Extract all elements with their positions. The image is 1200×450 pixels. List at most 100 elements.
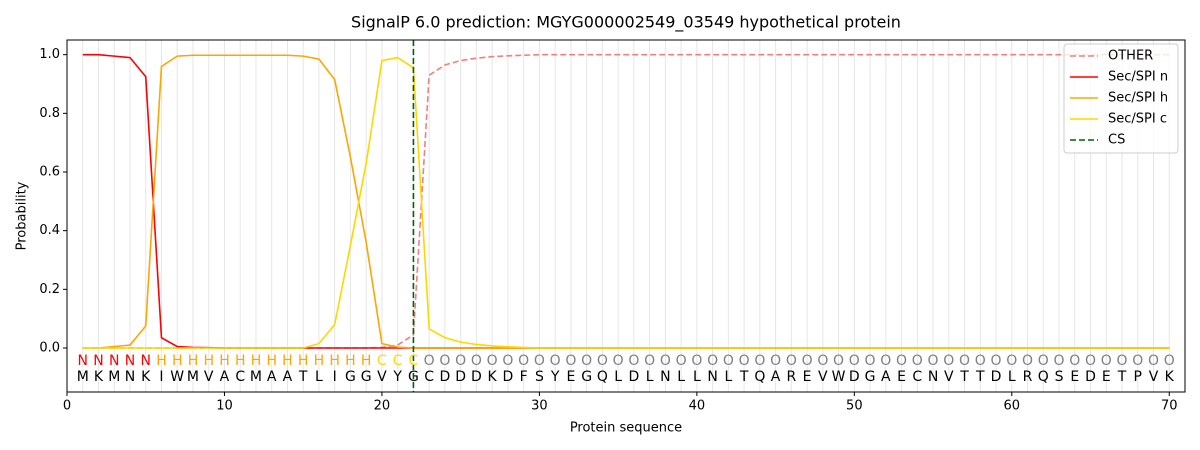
residue-label: D xyxy=(1085,369,1096,385)
residue-label: E xyxy=(803,369,812,385)
region-label: O xyxy=(833,353,844,369)
residue-label: K xyxy=(141,369,151,385)
residue-label: V xyxy=(377,369,387,385)
residue-label: E xyxy=(1102,369,1111,385)
residue-label: F xyxy=(520,369,528,385)
residue-label: M xyxy=(187,369,199,385)
region-label: O xyxy=(455,353,466,369)
residue-label: E xyxy=(897,369,906,385)
residue-label: K xyxy=(488,369,498,385)
region-label: O xyxy=(786,353,797,369)
residue-label: C xyxy=(912,369,922,385)
region-label: O xyxy=(991,353,1002,369)
residue-label: C xyxy=(424,369,434,385)
region-label: O xyxy=(487,353,498,369)
region-label: O xyxy=(943,353,954,369)
x-tick-label: 40 xyxy=(689,399,706,414)
region-label: O xyxy=(1038,353,1049,369)
residue-label: T xyxy=(298,369,308,385)
chart-title: SignalP 6.0 prediction: MGYG000002549_03… xyxy=(351,13,901,33)
region-label: O xyxy=(739,353,750,369)
y-tick-label: 0.6 xyxy=(39,165,60,180)
region-label: O xyxy=(707,353,718,369)
residue-label: I xyxy=(333,369,337,385)
residue-label: K xyxy=(94,369,104,385)
residue-label: D xyxy=(471,369,482,385)
region-label: H xyxy=(203,353,214,369)
residue-label: W xyxy=(832,369,846,385)
region-label: O xyxy=(770,353,781,369)
region-label: H xyxy=(156,353,167,369)
residue-label: G xyxy=(408,369,419,385)
residue-label: M xyxy=(77,369,89,385)
region-label: O xyxy=(802,353,813,369)
region-label: O xyxy=(1085,353,1096,369)
region-label: O xyxy=(660,353,671,369)
series-line xyxy=(82,53,1170,349)
region-label: N xyxy=(93,353,103,369)
region-label: O xyxy=(849,353,860,369)
region-label: H xyxy=(298,353,309,369)
x-axis-label: Protein sequence xyxy=(570,421,682,436)
region-label: H xyxy=(314,353,325,369)
legend-box xyxy=(1063,43,1179,154)
region-label: O xyxy=(424,353,435,369)
residue-label: V xyxy=(1149,369,1159,385)
region-label: H xyxy=(251,353,262,369)
y-tick-label: 0.4 xyxy=(39,223,60,238)
residue-label: N xyxy=(928,369,938,385)
x-tick-label: 60 xyxy=(1004,399,1021,414)
residue-label: N xyxy=(125,369,135,385)
region-label: O xyxy=(439,353,450,369)
region-label: O xyxy=(534,353,545,369)
region-label: N xyxy=(78,353,88,369)
residue-label: P xyxy=(1134,369,1142,385)
y-tick-label: 0.0 xyxy=(39,341,60,356)
residue-label: M xyxy=(108,369,120,385)
residue-label: L xyxy=(693,369,701,385)
region-label: O xyxy=(865,353,876,369)
y-tick-label: 0.8 xyxy=(39,106,60,121)
residue-label: S xyxy=(1055,369,1064,385)
y-tick-label: 1.0 xyxy=(39,47,60,62)
region-label: O xyxy=(1101,353,1112,369)
region-label: O xyxy=(471,353,482,369)
region-label: C xyxy=(377,353,387,369)
region-label: H xyxy=(282,353,293,369)
region-label: O xyxy=(581,353,592,369)
residue-label: G xyxy=(581,369,592,385)
residue-label: M xyxy=(250,369,262,385)
residue-label: G xyxy=(361,369,372,385)
region-label: O xyxy=(1164,353,1175,369)
region-label: H xyxy=(235,353,246,369)
region-label: O xyxy=(1148,353,1159,369)
residue-label: Y xyxy=(550,369,560,385)
region-label: O xyxy=(975,353,986,369)
residue-label: A xyxy=(283,369,293,385)
region-label: O xyxy=(1132,353,1143,369)
region-label: H xyxy=(172,353,183,369)
region-label: O xyxy=(565,353,576,369)
residue-label: D xyxy=(503,369,514,385)
region-label: H xyxy=(345,353,356,369)
residue-label: A xyxy=(771,369,781,385)
x-tick-label: 30 xyxy=(531,399,548,414)
residue-label: R xyxy=(1023,369,1033,385)
residue-label: Q xyxy=(754,369,765,385)
region-label: O xyxy=(613,353,624,369)
residue-label: V xyxy=(204,369,214,385)
region-label: O xyxy=(676,353,687,369)
region-label: C xyxy=(393,353,403,369)
residue-label: L xyxy=(677,369,685,385)
residue-label: W xyxy=(170,369,184,385)
region-label: O xyxy=(550,353,561,369)
region-label: O xyxy=(502,353,513,369)
region-label: O xyxy=(518,353,529,369)
residue-label: Q xyxy=(1038,369,1049,385)
residue-label: N xyxy=(707,369,717,385)
residue-label: V xyxy=(818,369,828,385)
region-label: O xyxy=(1069,353,1080,369)
residue-label: N xyxy=(660,369,670,385)
x-tick-label: 10 xyxy=(216,399,233,414)
region-label: O xyxy=(817,353,828,369)
